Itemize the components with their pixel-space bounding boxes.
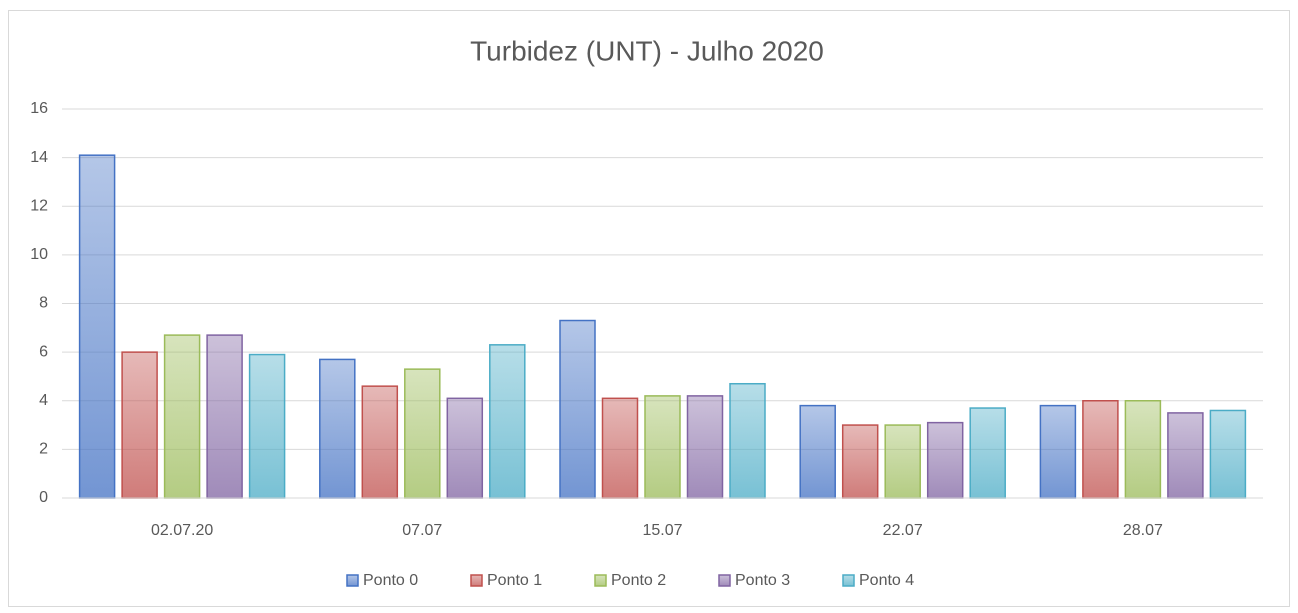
chart-border: [8, 10, 1290, 607]
bar: [644, 395, 681, 499]
legend-label: Ponto 2: [611, 572, 666, 589]
bar: [1039, 404, 1077, 499]
bar: [361, 385, 399, 499]
y-tick-label: 6: [39, 343, 48, 360]
bar: [206, 334, 243, 499]
y-tick-label: 2: [39, 441, 48, 458]
chart-title: Turbidez (UNT) - Julho 2020: [470, 35, 824, 66]
legend-label: Ponto 1: [487, 572, 542, 589]
bar: [1209, 409, 1247, 499]
x-tick-label: 02.07.20: [151, 522, 213, 539]
legend-label: Ponto 3: [735, 572, 790, 589]
y-tick-label: 4: [39, 392, 48, 409]
bar: [601, 397, 639, 499]
x-tick-label: 28.07: [1123, 522, 1163, 539]
bar: [163, 334, 201, 499]
legend-label: Ponto 4: [859, 572, 914, 589]
bar: [841, 424, 879, 499]
bar: [404, 368, 441, 499]
legend-swatch: [718, 574, 731, 587]
bar: [489, 344, 526, 499]
y-tick-label: 8: [39, 295, 48, 312]
y-tick-label: 12: [30, 197, 48, 214]
legend-swatch: [346, 574, 359, 587]
legend-swatch: [470, 574, 483, 587]
bar: [446, 397, 484, 499]
bar: [686, 395, 724, 499]
y-tick-label: 16: [30, 100, 48, 117]
bar: [799, 404, 836, 499]
bar: [926, 421, 964, 499]
bar: [1167, 412, 1204, 499]
x-tick-label: 15.07: [642, 522, 682, 539]
bar: [319, 358, 356, 499]
bar: [78, 154, 116, 499]
bar: [1082, 400, 1119, 499]
legend-label: Ponto 0: [363, 572, 418, 589]
y-tick-label: 10: [30, 246, 48, 263]
legend-swatch: [842, 574, 855, 587]
bar: [121, 351, 158, 499]
bar: [248, 353, 286, 499]
bar: [729, 382, 766, 499]
bar: [1124, 400, 1162, 499]
bar: [559, 319, 596, 499]
legend-swatch: [594, 574, 607, 587]
bar: [969, 407, 1006, 499]
x-tick-label: 07.07: [402, 522, 442, 539]
bar: [884, 424, 921, 499]
y-tick-label: 14: [30, 149, 48, 166]
y-tick-label: 0: [39, 489, 48, 506]
x-tick-label: 22.07: [883, 522, 923, 539]
